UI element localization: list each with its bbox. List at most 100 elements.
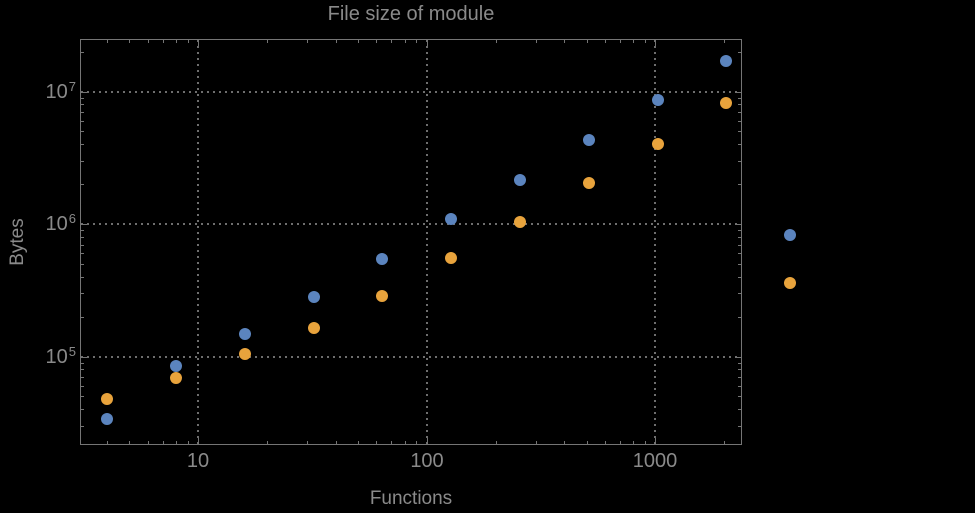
series-1-blue-point — [651, 94, 664, 107]
series-2-orange-point — [307, 321, 320, 334]
y-tick-exponent: 7 — [68, 79, 76, 94]
x-axis-tick — [633, 441, 634, 444]
x-axis-tick — [645, 441, 646, 444]
series-2-orange-point — [783, 276, 796, 289]
y-axis-tick — [81, 112, 84, 113]
y-tick-base: 10 — [45, 81, 68, 103]
y-tick-label: 106 — [0, 211, 76, 238]
series-1-blue-point — [307, 290, 320, 303]
x-axis-label: Functions — [369, 488, 453, 509]
x-axis-tick — [620, 441, 621, 444]
y-axis-tick — [81, 363, 84, 364]
x-axis-tick — [645, 40, 646, 43]
series-2-orange-point — [582, 176, 595, 189]
y-axis-tick — [738, 253, 741, 254]
y-axis-tick — [738, 230, 741, 231]
x-axis-tick — [129, 441, 130, 444]
x-axis-tick — [267, 40, 268, 43]
x-axis-tick — [107, 441, 108, 444]
x-axis-tick — [655, 40, 656, 46]
x-axis-tick — [198, 438, 199, 444]
y-axis-tick — [81, 104, 84, 105]
y-axis-tick — [81, 317, 84, 318]
x-axis-tick — [307, 441, 308, 444]
x-axis-tick — [427, 40, 428, 46]
x-axis-tick — [496, 40, 497, 43]
x-axis-tick — [176, 40, 177, 43]
y-axis-tick — [81, 230, 84, 231]
x-axis-tick — [376, 441, 377, 444]
h-gridline — [81, 223, 741, 225]
x-axis-tick — [376, 40, 377, 43]
y-axis-tick — [738, 98, 741, 99]
y-axis-tick — [81, 184, 84, 185]
y-axis-tick — [81, 121, 84, 122]
y-axis-tick — [81, 224, 87, 225]
y-axis-tick — [738, 131, 741, 132]
y-axis-tick — [81, 253, 84, 254]
y-axis-tick — [81, 245, 84, 246]
x-axis-tick — [391, 40, 392, 43]
y-axis-tick — [738, 426, 741, 427]
y-tick-base: 10 — [45, 346, 68, 368]
y-axis-tick — [738, 52, 741, 53]
x-axis-tick — [655, 438, 656, 444]
series-1-blue-point — [238, 327, 251, 340]
x-axis-tick — [496, 441, 497, 444]
x-axis-tick — [724, 40, 725, 43]
y-axis-tick — [738, 293, 741, 294]
y-axis-tick — [738, 386, 741, 387]
y-tick-label: 105 — [0, 344, 76, 371]
y-tick-exponent: 6 — [68, 211, 76, 226]
y-axis-tick — [738, 144, 741, 145]
y-tick-label: 107 — [0, 79, 76, 106]
x-axis-tick — [605, 40, 606, 43]
v-gridline — [654, 40, 656, 444]
y-axis-tick — [738, 184, 741, 185]
y-axis-tick — [738, 121, 741, 122]
series-1-blue-point — [376, 252, 389, 265]
y-axis-tick — [738, 396, 741, 397]
x-axis-tick — [587, 40, 588, 43]
y-axis-tick — [735, 224, 741, 225]
x-axis-tick — [724, 441, 725, 444]
x-axis-tick — [163, 441, 164, 444]
v-gridline — [197, 40, 199, 444]
x-axis-tick — [358, 40, 359, 43]
y-axis-tick — [81, 409, 84, 410]
y-axis-tick — [81, 377, 84, 378]
h-gridline — [81, 91, 741, 93]
y-axis-tick — [81, 386, 84, 387]
y-axis-tick — [81, 264, 84, 265]
x-tick-label: 10 — [186, 450, 210, 472]
series-1-blue-point — [582, 133, 595, 146]
series-2-orange-point — [170, 371, 183, 384]
series-1-blue-point — [445, 213, 458, 226]
y-axis-tick — [738, 237, 741, 238]
y-tick-exponent: 5 — [68, 344, 76, 359]
y-axis-tick — [738, 369, 741, 370]
plot-frame — [80, 39, 742, 445]
x-axis-tick — [358, 441, 359, 444]
y-axis-tick — [81, 92, 87, 93]
x-axis-tick — [336, 40, 337, 43]
y-axis-tick — [81, 277, 84, 278]
series-2-orange-point — [445, 252, 458, 265]
y-axis-tick — [738, 363, 741, 364]
x-axis-tick — [188, 40, 189, 43]
series-2-orange-point — [376, 290, 389, 303]
x-tick-label: 100 — [410, 450, 444, 472]
series-1-blue-point — [170, 359, 183, 372]
x-axis-tick — [107, 40, 108, 43]
y-axis-tick — [81, 426, 84, 427]
x-axis-tick — [405, 40, 406, 43]
chart-title: File size of module — [327, 3, 495, 25]
series-2-orange-point — [514, 215, 527, 228]
h-gridline — [81, 356, 741, 358]
y-axis-tick — [738, 161, 741, 162]
x-tick-label: 1000 — [632, 450, 678, 472]
x-axis-tick — [564, 40, 565, 43]
x-axis-tick — [129, 40, 130, 43]
x-axis-tick — [148, 40, 149, 43]
